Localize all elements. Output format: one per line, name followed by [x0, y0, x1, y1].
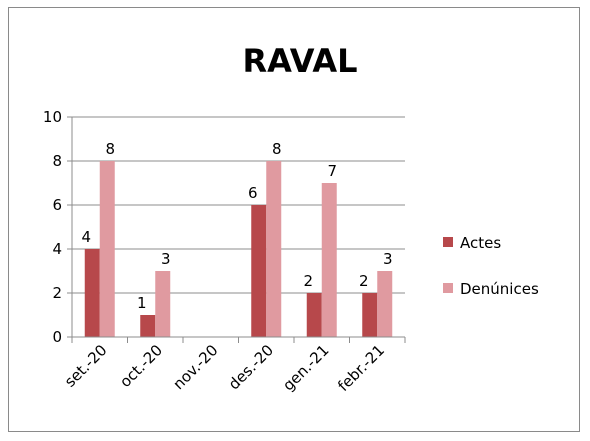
bar-actes-1 — [140, 315, 156, 337]
y-tick-labels: 0 2 4 6 8 10 — [43, 108, 62, 346]
y-tick-label: 2 — [52, 284, 62, 302]
bar-den-nices-4 — [321, 183, 337, 337]
x-tick-label: oct.-20 — [116, 341, 166, 391]
data-label: 8 — [105, 140, 115, 158]
gridlines — [72, 116, 405, 338]
bar-den-nices-1 — [155, 271, 171, 337]
bars — [84, 161, 393, 337]
legend-label: Denúnices — [460, 280, 539, 298]
bar-actes-4 — [306, 293, 322, 337]
legend: Actes Denúnices — [443, 234, 539, 298]
bar-actes-3 — [251, 205, 267, 337]
x-tick-label: set.-20 — [61, 341, 111, 391]
data-label: 3 — [161, 250, 171, 268]
x-tick-label: des.-20 — [225, 341, 277, 393]
y-tick-label: 8 — [52, 152, 62, 170]
legend-swatch-actes — [443, 237, 453, 247]
y-tick-label: 0 — [52, 328, 62, 346]
data-label: 3 — [383, 250, 393, 268]
data-label: 1 — [137, 294, 147, 312]
data-label: 4 — [81, 228, 91, 246]
data-label: 2 — [359, 272, 369, 290]
data-label: 7 — [327, 162, 337, 180]
bar-den-nices-5 — [377, 271, 393, 337]
y-tick-label: 10 — [43, 108, 62, 126]
bar-actes-0 — [84, 249, 100, 337]
y-tick-label: 4 — [52, 240, 62, 258]
y-tick-label: 6 — [52, 196, 62, 214]
x-tick-label: gen.-21 — [279, 341, 332, 394]
bar-actes-5 — [362, 293, 378, 337]
x-tick-labels: set.-20 oct.-20 nov.-20 des.-20 gen.-21 febr.… — [61, 341, 388, 395]
bar-den-nices-0 — [99, 161, 115, 337]
data-label: 6 — [248, 184, 258, 202]
legend-label: Actes — [460, 234, 501, 252]
axes — [67, 116, 406, 343]
chart-title: RAVAL — [243, 42, 358, 80]
bar-den-nices-3 — [266, 161, 282, 337]
legend-swatch-den-nices — [443, 283, 453, 293]
data-label: 8 — [272, 140, 282, 158]
x-tick-label: nov.-20 — [169, 341, 221, 393]
x-tick-label: febr.-21 — [334, 341, 388, 395]
data-label: 2 — [303, 272, 313, 290]
